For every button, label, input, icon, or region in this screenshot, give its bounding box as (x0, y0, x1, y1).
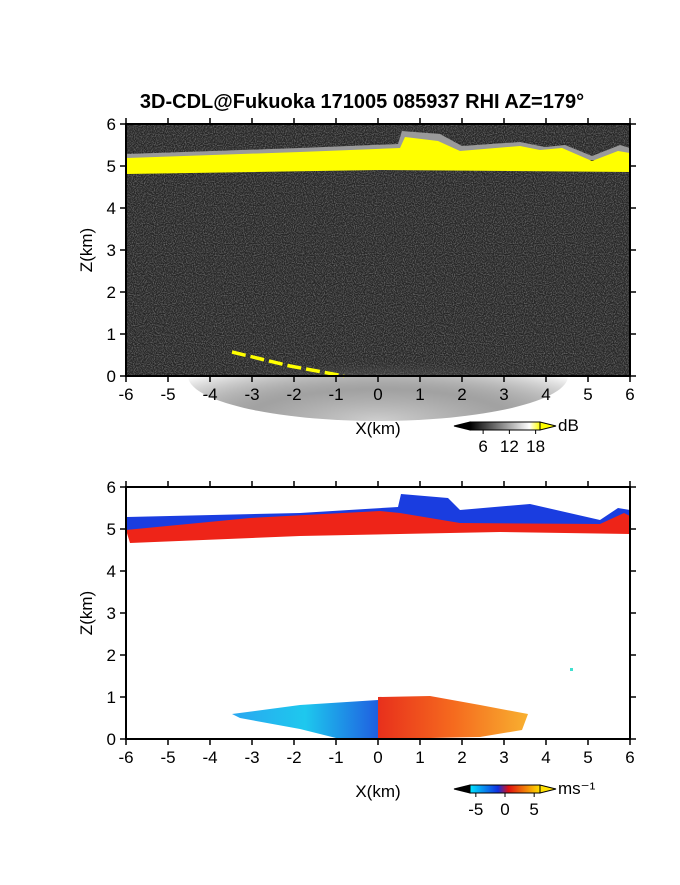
y-tick-label: 3 (107, 241, 116, 260)
x-tick-label: -4 (202, 748, 217, 767)
y-tick-label: 5 (107, 157, 116, 176)
y-tick-label: 0 (107, 730, 116, 749)
colorbar-tick-label: 12 (500, 437, 519, 456)
x-tick-label: 5 (583, 748, 592, 767)
x-tick-label: -2 (286, 385, 301, 404)
x-tick-label: 2 (457, 385, 466, 404)
x-axis-label: X(km) (355, 782, 400, 801)
y-axis-label: Z(km) (77, 591, 96, 635)
y-tick-label: 4 (107, 199, 116, 218)
y-tick-label: 5 (107, 520, 116, 539)
x-tick-label: -1 (328, 748, 343, 767)
velocity-image (126, 494, 630, 739)
colorbar-tick-label: 6 (478, 437, 487, 456)
colorbar-end (453, 421, 471, 431)
colorbar (469, 784, 541, 794)
x-tick-label: 2 (457, 748, 466, 767)
y-tick-label: 2 (107, 646, 116, 665)
y-tick-label: 3 (107, 604, 116, 623)
x-tick-label: 5 (583, 385, 592, 404)
x-tick-label: 1 (415, 385, 424, 404)
x-tick-label: 3 (499, 385, 508, 404)
y-tick-label: 4 (107, 562, 116, 581)
x-tick-label: -4 (202, 385, 217, 404)
colorbar-end (539, 421, 557, 431)
x-tick-label: -6 (118, 385, 133, 404)
y-tick-label: 0 (107, 367, 116, 386)
x-tick-label: 4 (541, 385, 550, 404)
colorbar-tick-label: 18 (526, 437, 545, 456)
colorbar-end (539, 784, 557, 794)
colorbar-tick-label: -5 (468, 800, 483, 819)
x-tick-label: 6 (625, 748, 634, 767)
y-axis-label: Z(km) (77, 228, 96, 272)
y-tick-label: 6 (107, 115, 116, 134)
x-tick-label: -6 (118, 748, 133, 767)
x-tick-label: -3 (244, 748, 259, 767)
x-tick-label: 4 (541, 748, 550, 767)
x-tick-label: 6 (625, 385, 634, 404)
colorbar-tick-label: 0 (500, 800, 509, 819)
x-tick-label: -5 (160, 748, 175, 767)
x-tick-label: 1 (415, 748, 424, 767)
x-tick-label: 0 (373, 385, 382, 404)
y-tick-label: 1 (107, 325, 116, 344)
colorbar-label: ms⁻¹ (558, 779, 596, 798)
colorbar-label: dB (558, 416, 579, 435)
chart-title: 3D-CDL@Fukuoka 171005 085937 RHI AZ=179° (140, 91, 584, 113)
colorbar (469, 421, 541, 431)
x-tick-label: -5 (160, 385, 175, 404)
colorbar-tick-label: 5 (529, 800, 538, 819)
colorbar-end (453, 784, 471, 794)
x-tick-label: 0 (373, 748, 382, 767)
x-tick-label: -1 (328, 385, 343, 404)
y-tick-label: 6 (107, 478, 116, 497)
y-tick-label: 2 (107, 283, 116, 302)
x-tick-label: -3 (244, 385, 259, 404)
x-axis-label: X(km) (355, 419, 400, 438)
y-tick-label: 1 (107, 688, 116, 707)
x-tick-label: 3 (499, 748, 508, 767)
x-tick-label: -2 (286, 748, 301, 767)
reflectivity-image (126, 124, 630, 421)
